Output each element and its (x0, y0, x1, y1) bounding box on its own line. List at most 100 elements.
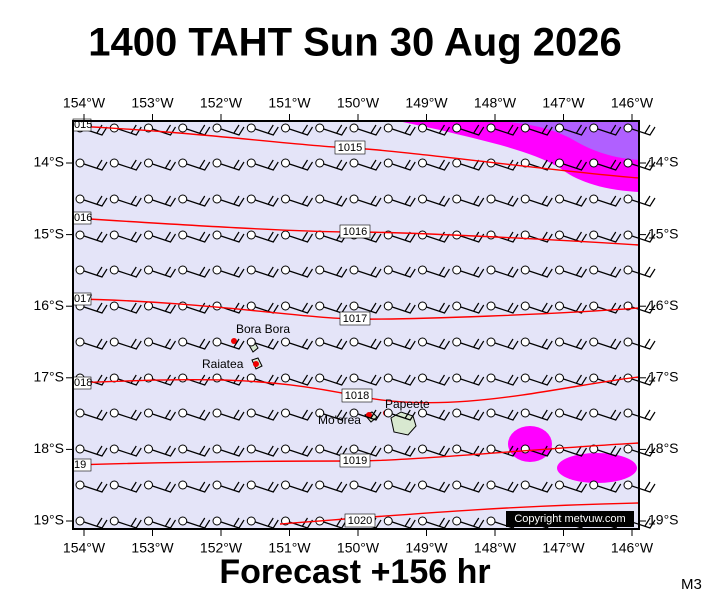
wind-station (486, 480, 496, 490)
wind-station (315, 373, 325, 383)
wind-station (383, 408, 393, 418)
wind-station (75, 337, 85, 347)
wind-station (555, 337, 564, 347)
wind-station (452, 516, 462, 526)
wind-station (281, 480, 290, 490)
wind-station (589, 373, 599, 383)
wind-station (452, 480, 462, 490)
lon-label: 153°W (131, 95, 174, 111)
lat-label: 19°S (33, 512, 64, 528)
lat-label: 14°S (33, 154, 64, 170)
island (390, 411, 417, 436)
isobar-edge-label: 017 (74, 293, 92, 305)
wind-station (246, 480, 256, 490)
wind-station (281, 408, 290, 418)
wind-station (212, 408, 222, 418)
wind-station (144, 516, 153, 526)
wind-station (144, 408, 153, 418)
wind-station (212, 301, 222, 311)
lat-label: 18°S (648, 440, 679, 456)
wind-station (212, 123, 222, 133)
wind-station (212, 337, 222, 347)
wind-station (452, 408, 462, 418)
lat-label: 15°S (648, 225, 679, 241)
wind-barbs (83, 124, 656, 529)
wind-station (418, 337, 427, 347)
wind-station (144, 480, 153, 490)
wind-station (349, 194, 359, 204)
wind-station (315, 158, 325, 168)
wind-station (109, 516, 119, 526)
wind-station (212, 265, 222, 275)
wind-station (75, 265, 85, 275)
lon-label: 148°W (474, 540, 517, 556)
isobar-label: 1017 (343, 313, 367, 325)
model-label: M3 (681, 576, 702, 593)
wind-station (246, 265, 256, 275)
isobar-label: 1016 (343, 226, 367, 238)
isobar-label-box (339, 453, 371, 468)
lat-label: 17°S (648, 369, 679, 385)
wind-station (281, 444, 290, 454)
wind-station (383, 194, 393, 204)
wind-station (589, 337, 599, 347)
wind-station (452, 301, 462, 311)
wind-station (452, 158, 462, 168)
wind-station (589, 444, 599, 454)
wind-station (623, 444, 633, 454)
lon-label: 154°W (63, 95, 106, 111)
wind-station (589, 480, 599, 490)
place-dot (366, 412, 372, 418)
wind-station (212, 373, 222, 383)
wind-station (178, 337, 188, 347)
wind-station (315, 408, 325, 418)
isobar-edge-label: 19 (74, 459, 86, 471)
lon-label: 153°W (131, 540, 174, 556)
wind-station (383, 265, 393, 275)
wind-station (520, 408, 530, 418)
wind-station (212, 194, 222, 204)
wind-station (178, 230, 188, 240)
wind-station (178, 194, 188, 204)
wind-station (623, 194, 633, 204)
wind-station (383, 516, 393, 526)
wind-station (178, 480, 188, 490)
wind-station (520, 373, 530, 383)
wind-station (589, 230, 599, 240)
wind-station (212, 158, 222, 168)
wind-station (555, 194, 564, 204)
isobar-label-box (339, 224, 371, 239)
wind-station (452, 337, 462, 347)
wind-station (623, 123, 633, 133)
wind-station (281, 158, 290, 168)
wind-station (212, 444, 222, 454)
wind-station (315, 444, 325, 454)
lon-label: 146°W (611, 95, 654, 111)
isobar (279, 502, 640, 525)
lat-label: 19°S (648, 512, 679, 528)
wind-area (557, 453, 637, 483)
wind-station (315, 480, 325, 490)
wind-station (144, 158, 153, 168)
wind-station (144, 444, 153, 454)
wind-station (281, 301, 290, 311)
place-label: Papeete (385, 397, 430, 411)
wind-station (281, 123, 290, 133)
wind-station (589, 158, 599, 168)
lon-label: 150°W (337, 540, 380, 556)
wind-station (178, 265, 188, 275)
wind-station (589, 123, 599, 133)
wind-station (486, 194, 496, 204)
lat-label: 14°S (648, 154, 679, 170)
wind-station (418, 194, 427, 204)
wind-station (452, 123, 462, 133)
wind-station (486, 123, 496, 133)
wind-station (589, 408, 599, 418)
wind-station (281, 373, 290, 383)
wind-station (75, 516, 85, 526)
wind-station (315, 123, 325, 133)
wind-station (75, 480, 85, 490)
wind-station (555, 373, 564, 383)
wind-station (520, 123, 530, 133)
wind-station (520, 158, 530, 168)
